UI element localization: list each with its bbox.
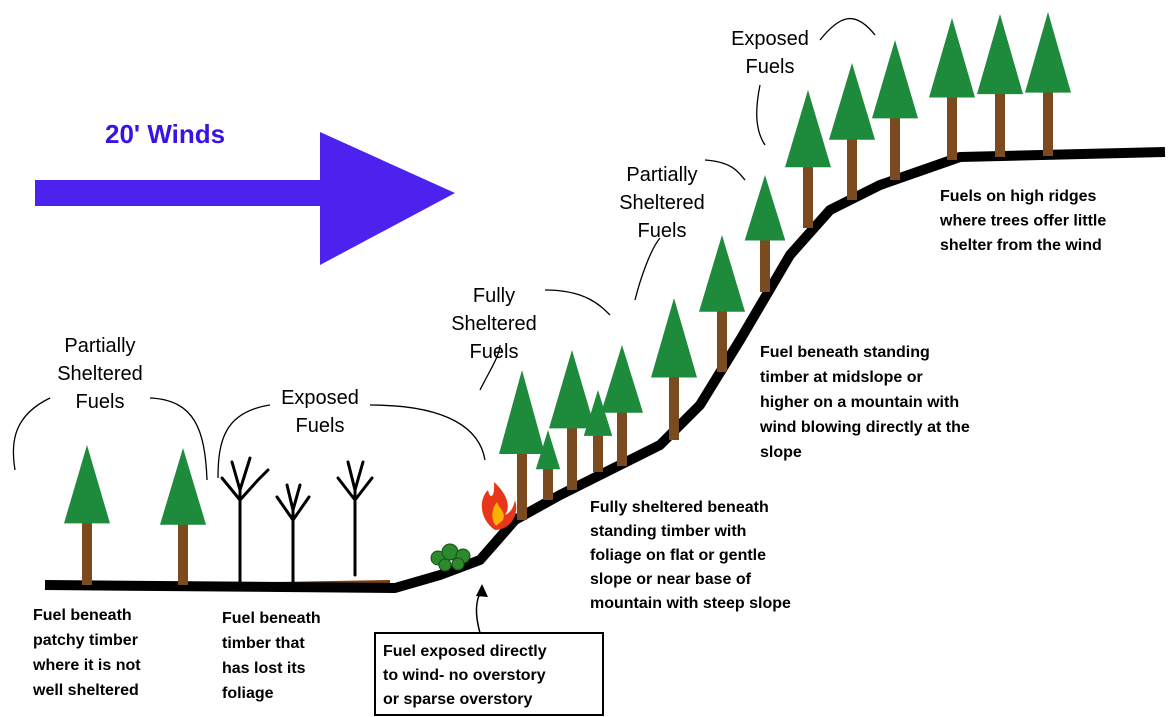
zone-label: Exposed bbox=[281, 387, 359, 409]
tree-trunk bbox=[995, 92, 1005, 157]
tree-trunk bbox=[669, 376, 679, 440]
description: wind blowing directly at the bbox=[759, 419, 970, 436]
tree-trunk bbox=[82, 521, 92, 585]
zone-label: Partially bbox=[626, 164, 697, 186]
tree-trunk bbox=[617, 411, 627, 466]
tree-trunk bbox=[178, 523, 188, 585]
tree-trunk bbox=[543, 467, 553, 500]
description: patchy timber bbox=[33, 632, 138, 649]
zone-label: Fuels bbox=[296, 415, 345, 437]
description: well sheltered bbox=[32, 682, 139, 699]
zone-label: Fuels bbox=[746, 56, 795, 78]
zone-label: Sheltered bbox=[451, 313, 537, 335]
description: where trees offer little bbox=[939, 213, 1106, 230]
description: has lost its bbox=[222, 660, 306, 677]
description: standing timber with bbox=[590, 523, 746, 540]
description: Fully sheltered beneath bbox=[590, 499, 769, 516]
description: slope or near base of bbox=[590, 571, 752, 588]
description: Fuel beneath bbox=[33, 607, 132, 624]
description: mountain with steep slope bbox=[590, 595, 791, 612]
zone-label: Fully bbox=[473, 285, 515, 307]
description: slope bbox=[760, 444, 802, 461]
description: foliage bbox=[222, 685, 274, 702]
tree-trunk bbox=[1043, 91, 1053, 156]
tree-trunk bbox=[760, 239, 770, 292]
description: Fuel exposed directly bbox=[383, 643, 547, 660]
zone-label: Fuels bbox=[638, 220, 687, 242]
diagram: 20' Winds Partially Sheltered Fuels Exposed… bbox=[0, 0, 1175, 717]
description: or sparse overstory bbox=[383, 691, 533, 708]
description: Fuels on high ridges bbox=[940, 188, 1097, 205]
description: timber at midslope or bbox=[760, 369, 923, 386]
zone-label: Partially bbox=[64, 335, 135, 357]
zone-label: Fuels bbox=[470, 341, 519, 363]
tree-trunk bbox=[890, 116, 900, 180]
description: where it is not bbox=[32, 657, 141, 674]
tree-trunk bbox=[517, 452, 527, 520]
zone-label: Sheltered bbox=[619, 192, 705, 214]
page: 20' Winds Partially Sheltered Fuels Exposed… bbox=[0, 0, 1175, 717]
zone-label: Exposed bbox=[731, 28, 809, 50]
description: shelter from the wind bbox=[940, 237, 1102, 254]
description: Fuel beneath bbox=[222, 610, 321, 627]
tree-trunk bbox=[567, 426, 577, 490]
tree-trunk bbox=[717, 310, 727, 372]
tree-trunk bbox=[947, 96, 957, 160]
tree-trunk bbox=[803, 165, 813, 228]
description: Fuel beneath standing bbox=[760, 344, 930, 361]
zone-label: Fuels bbox=[76, 391, 125, 413]
description: to wind- no overstory bbox=[383, 667, 546, 684]
description: higher on a mountain with bbox=[760, 394, 959, 411]
description: timber that bbox=[222, 635, 305, 652]
description: foliage on flat or gentle bbox=[590, 547, 766, 564]
tree-trunk bbox=[593, 434, 603, 472]
tree-trunk bbox=[847, 138, 857, 200]
wind-label: 20' Winds bbox=[105, 119, 225, 149]
zone-label: Sheltered bbox=[57, 363, 143, 385]
